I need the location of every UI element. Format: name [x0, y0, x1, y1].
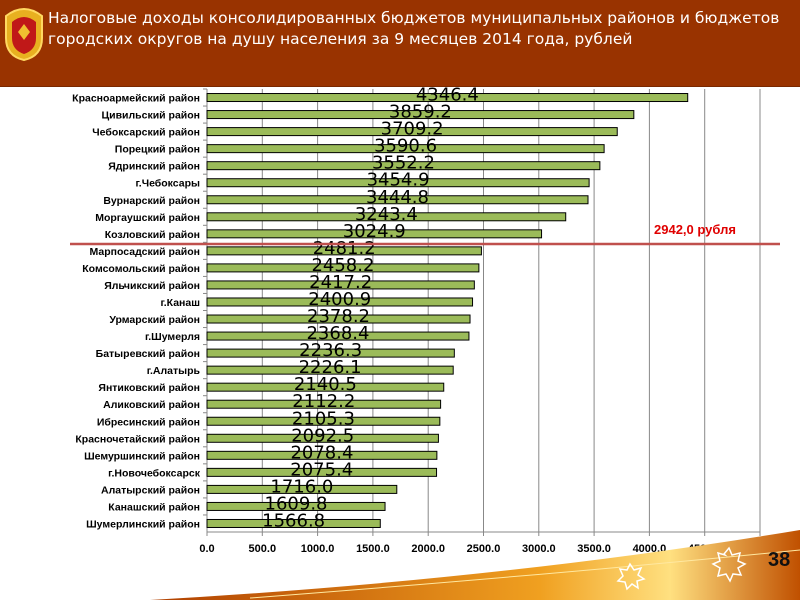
data-label: 2078.4 [290, 442, 353, 463]
bar [206, 518, 381, 528]
reference-line-label: 2942,0 рубля [654, 222, 736, 237]
data-label: 2368.4 [306, 323, 369, 344]
data-label: 4346.4 [416, 85, 479, 106]
x-tick-label: 3000.0 [522, 543, 556, 555]
bar [206, 229, 543, 239]
data-label: 3444.8 [366, 187, 429, 208]
data-label: 2378.2 [307, 306, 370, 327]
bar [206, 433, 439, 443]
category-label: г.Шумерля [145, 331, 200, 343]
data-label: 3243.4 [355, 204, 418, 225]
page-title: Налоговые доходы консолидированных бюдже… [48, 9, 780, 48]
page-number: 38 [768, 549, 791, 571]
star-icon [616, 546, 747, 591]
category-label: Марпосадский район [90, 246, 200, 258]
bar [206, 382, 445, 392]
bar [206, 178, 590, 188]
bar [206, 212, 567, 222]
category-label: Комсомольский район [82, 263, 200, 275]
bar [206, 246, 482, 256]
bar [206, 501, 386, 511]
bar [206, 365, 454, 375]
x-tick-label: 2500.0 [467, 543, 501, 555]
x-tick-label: 3500.0 [577, 543, 611, 555]
x-tick-label: 2000.0 [411, 543, 445, 555]
category-label: Батыревский район [96, 348, 200, 360]
data-label: 3454.9 [367, 170, 430, 191]
data-label: 2105.3 [292, 408, 355, 429]
decorative-swoosh [150, 530, 800, 600]
data-label: 1716.0 [270, 476, 333, 497]
data-label: 2400.9 [308, 289, 371, 310]
header-bar: Налоговые доходы консолидированных бюдже… [0, 0, 800, 87]
category-label: Цивильский район [101, 110, 200, 122]
bar [206, 280, 475, 290]
bar [206, 314, 471, 324]
data-label: 2092.5 [291, 425, 354, 446]
category-label: Ядринский район [108, 161, 200, 173]
category-label: г.Канаш [160, 297, 200, 309]
bar [206, 195, 589, 205]
category-label: г.Алатырь [147, 365, 201, 377]
bar [206, 93, 689, 103]
bar [206, 144, 605, 154]
data-label: 3590.6 [374, 136, 437, 157]
category-label: Красночетайский район [75, 433, 200, 445]
data-label: 2140.5 [294, 374, 357, 395]
category-label: Урмарский район [109, 314, 200, 326]
bar [206, 484, 398, 494]
category-label: Вурнарский район [103, 195, 200, 207]
category-label: г.Новочебоксарск [108, 467, 201, 479]
category-label: Чебоксарский район [92, 127, 200, 139]
bar [206, 348, 455, 358]
data-label: 2075.4 [290, 459, 353, 480]
bar [206, 110, 635, 120]
bar [206, 399, 442, 409]
bar [206, 416, 441, 426]
bar [206, 467, 438, 477]
category-label: Янтиковский район [98, 382, 200, 394]
x-tick-label: 1500.0 [356, 543, 390, 555]
bar [206, 263, 480, 273]
category-label: г.Чебоксары [135, 178, 200, 190]
bar [206, 161, 601, 171]
data-label: 3709.2 [381, 119, 444, 140]
category-label: Аликовский район [103, 399, 200, 411]
data-label: 2417.2 [309, 272, 372, 293]
category-label: Порецкий район [115, 144, 200, 156]
data-label: 3552.2 [372, 153, 435, 174]
bar [206, 297, 474, 307]
bar-chart: Красноармейский район Цивильский район Чеб… [70, 85, 780, 555]
category-label: Козловский район [105, 229, 200, 241]
data-label: 3024.9 [343, 221, 406, 242]
category-label: Красноармейский район [72, 93, 200, 105]
x-tick-label: 1000.0 [301, 543, 335, 555]
category-label: Яльчикский район [104, 280, 200, 292]
category-label: Моргаушский район [95, 212, 200, 224]
bar [206, 331, 470, 341]
bar [206, 450, 438, 460]
coat-of-arms-logo [5, 8, 43, 62]
bar [206, 127, 618, 137]
data-label: 2112.2 [292, 391, 355, 412]
data-label: 3859.2 [389, 102, 452, 123]
x-tick-label: 0.0 [199, 543, 214, 555]
x-tick-label: 500.0 [249, 543, 277, 555]
data-label: 2226.1 [299, 357, 362, 378]
category-label: Ибресинский район [97, 416, 200, 428]
category-label: Шемуршинский район [84, 450, 200, 462]
category-label: Алатырский район [101, 484, 200, 496]
data-label: 1609.8 [265, 493, 328, 514]
data-label: 1566.8 [262, 510, 325, 531]
category-label: Канашский район [108, 501, 200, 513]
category-label: Шумерлинский район [86, 518, 200, 530]
data-label: 2458.2 [311, 255, 374, 276]
data-label: 2236.3 [299, 340, 362, 361]
